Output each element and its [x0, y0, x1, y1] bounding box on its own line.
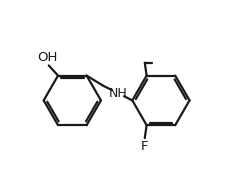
Text: NH: NH [108, 86, 127, 100]
Text: OH: OH [38, 51, 58, 64]
Text: F: F [141, 140, 149, 153]
